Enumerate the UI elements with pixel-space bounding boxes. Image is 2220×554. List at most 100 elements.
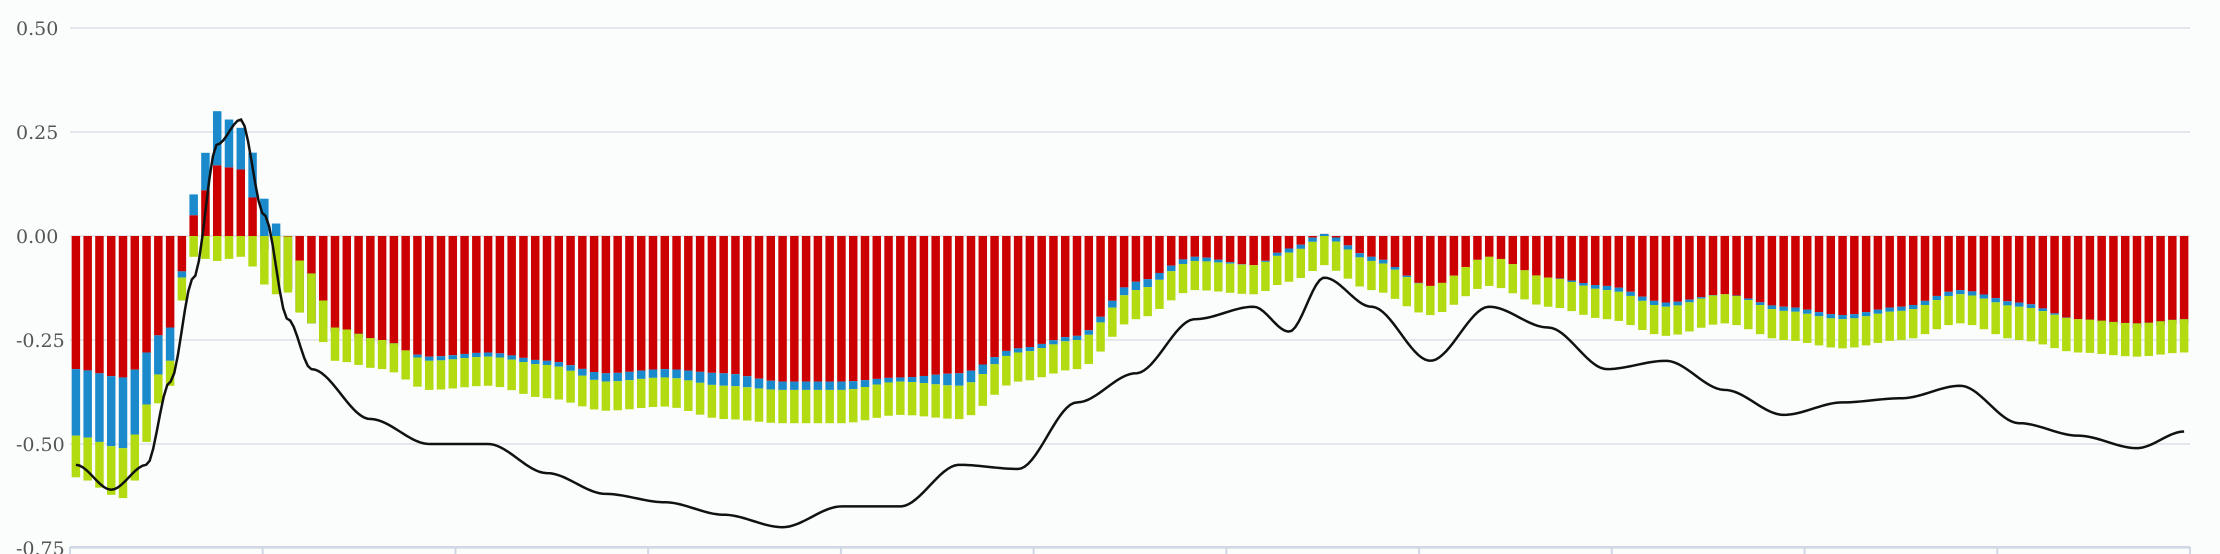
bar-segment-red <box>1920 236 1930 301</box>
y-tick-label: 0.00 <box>16 226 58 248</box>
bar-segment-green <box>236 236 246 257</box>
bar-segment-green <box>1944 295 1953 326</box>
bar-segment-red <box>318 236 328 328</box>
bar-segment-blue <box>1944 291 1953 296</box>
bar-segment-red <box>483 236 493 353</box>
bar-segment-blue <box>1649 300 1659 305</box>
bar-segment-blue <box>813 381 823 390</box>
bar-segment-red <box>742 236 752 377</box>
bar-segment-red <box>177 236 187 272</box>
bar-segment-red <box>566 236 575 366</box>
bar-segment-blue <box>1956 290 1965 295</box>
bar-segment-red <box>684 236 693 371</box>
bar-segment-red <box>1932 236 1942 296</box>
bar-segment-red <box>1202 236 1211 258</box>
bar-segment-blue <box>142 352 151 405</box>
bar-segment-blue <box>1049 340 1058 345</box>
bar-segment-blue <box>1696 297 1706 299</box>
bar-segment-red <box>1143 236 1152 280</box>
bar-segment-red <box>589 236 599 372</box>
bar-segment-blue <box>1767 305 1777 310</box>
bar-segment-green <box>2097 320 2106 354</box>
bar-segment-green <box>413 357 422 387</box>
bar-segment-green <box>1826 318 1836 348</box>
bar-segment-green <box>1532 275 1541 305</box>
bar-segment-red <box>1025 236 1035 348</box>
bar-segment-blue <box>884 377 893 383</box>
bar-segment-red <box>660 236 670 370</box>
bar-segment-red <box>354 236 363 338</box>
bar-segment-red <box>95 236 104 374</box>
bar-segment-blue <box>1131 281 1141 291</box>
bar-segment-red <box>1449 236 1459 276</box>
bar-segment-red <box>83 236 92 371</box>
bar-segment-green <box>542 364 552 399</box>
bar-segment-green <box>1449 275 1459 305</box>
bar-segment-green <box>648 377 658 407</box>
bar-segment-blue <box>1850 314 1859 319</box>
bar-segment-green <box>165 360 175 386</box>
bar-segment-blue <box>1072 335 1082 340</box>
bar-segment-red <box>790 236 799 382</box>
bar-segment-green <box>954 385 964 420</box>
bar-segment-red <box>118 236 128 378</box>
bar-segment-green <box>1378 263 1388 293</box>
bar-segment-blue <box>1272 252 1282 256</box>
bar-segment-blue <box>248 152 257 198</box>
bar-segment-blue <box>919 375 929 384</box>
bar-segment-blue <box>731 374 740 387</box>
bar-segment-green <box>2073 319 2083 353</box>
bar-segment-blue <box>1897 306 1906 311</box>
axis-layer: 0.50 0.25 0.00 -0.25 -0.50 -0.75 <box>16 18 2191 554</box>
bar-segment-green <box>1096 322 1105 352</box>
bar-segment-green <box>1496 258 1506 289</box>
bar-segment-green <box>1850 318 1859 348</box>
bar-segment-blue <box>1284 248 1294 253</box>
bar-segment-green <box>1920 305 1930 335</box>
bar-segment-green <box>766 389 776 423</box>
bar-segment-blue <box>2026 304 2036 309</box>
bar-segment-green <box>201 236 210 259</box>
bar-segment-blue <box>1626 291 1635 296</box>
bar-segment-green <box>684 380 693 411</box>
bar-segment-red <box>1355 236 1364 254</box>
bar-segment-green <box>1166 271 1176 301</box>
bar-segment-green <box>1897 310 1906 340</box>
bar-segment-green <box>1296 248 1306 278</box>
bar-segment-red <box>2003 236 2012 302</box>
bar-segment-green <box>142 404 151 442</box>
bar-segment-blue <box>684 370 693 381</box>
bar-segment-green <box>1991 302 2000 335</box>
bar-segment-blue <box>424 356 434 361</box>
bar-segment-green <box>1108 307 1117 337</box>
bar-segment-blue <box>742 376 752 388</box>
bar-segment-red <box>507 236 516 356</box>
bar-segment-blue <box>1037 343 1046 349</box>
bar-segment-green <box>1732 295 1741 326</box>
bar-segment-green <box>1202 261 1211 291</box>
bar-segment-green <box>1249 265 1258 295</box>
bar-segment-red <box>2132 236 2142 328</box>
bar-segment-red <box>1473 236 1482 260</box>
bar-segment-red <box>1555 236 1565 279</box>
bar-segment-red <box>224 167 234 236</box>
bar-segment-blue <box>1590 285 1600 289</box>
bar-segment-red <box>1755 236 1765 303</box>
bar-segment-red <box>1308 236 1317 238</box>
bar-segment-green <box>2050 314 2059 349</box>
bar-segment-blue <box>1802 309 1812 314</box>
bar-segment-red <box>1732 236 1741 296</box>
bar-segment-red <box>1626 236 1635 292</box>
bar-segment-red <box>236 169 246 236</box>
bar-segment-red <box>1908 236 1918 305</box>
bar-segment-green <box>1308 241 1317 271</box>
bar-segment-green <box>1885 311 1894 341</box>
y-tick-label: -0.75 <box>16 538 65 554</box>
bar-segment-red <box>1119 236 1129 288</box>
bar-segment-green <box>919 383 929 417</box>
bar-segment-red <box>448 236 458 356</box>
bar-segment-red <box>424 236 434 357</box>
bar-segment-green <box>212 236 222 261</box>
bar-segment-green <box>2062 317 2071 352</box>
bar-segment-green <box>130 434 140 481</box>
